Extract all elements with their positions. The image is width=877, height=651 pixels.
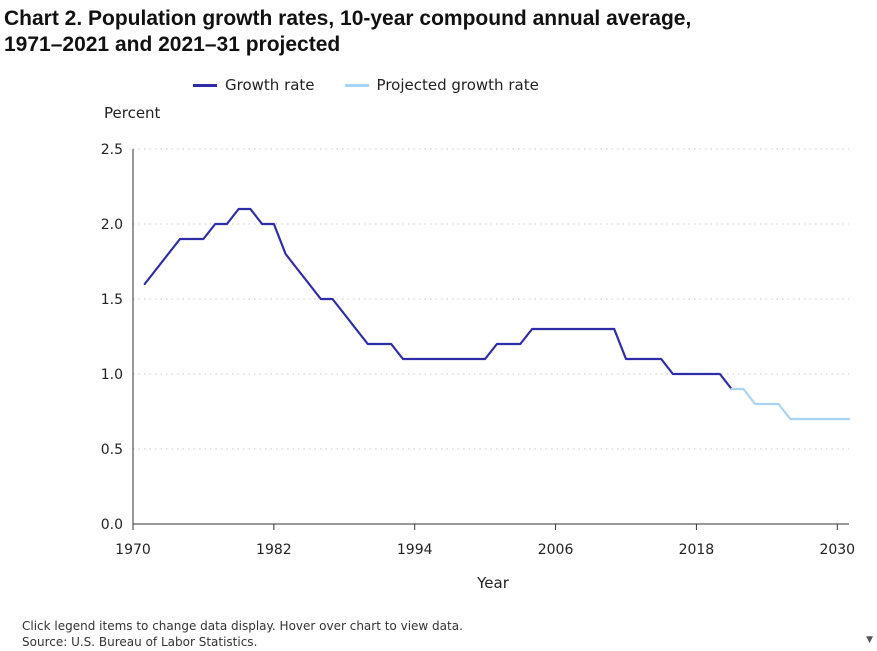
growth-rate-point[interactable]	[342, 312, 347, 317]
growth-rate-point[interactable]	[271, 222, 276, 227]
footnote-source: Source: U.S. Bureau of Labor Statistics.	[22, 635, 258, 649]
x-tick-label: 2006	[538, 542, 574, 558]
growth-rate-point[interactable]	[694, 372, 699, 377]
chart-title: Chart 2. Population growth rates, 10-yea…	[4, 6, 864, 58]
growth-rate-point[interactable]	[577, 327, 582, 332]
y-tick-label: 1.5	[101, 292, 123, 308]
growth-rate-point[interactable]	[189, 237, 194, 242]
growth-rate-point[interactable]	[166, 252, 171, 257]
x-axis-label: Year	[476, 574, 510, 592]
growth-rate-point[interactable]	[236, 207, 241, 212]
growth-rate-point[interactable]	[213, 222, 218, 227]
growth-rate-point[interactable]	[518, 342, 523, 347]
chart-title-line1: Chart 2. Population growth rates, 10-yea…	[4, 7, 692, 30]
axes	[132, 149, 849, 525]
projected-growth-rate-point[interactable]	[811, 417, 816, 422]
growth-rate-point[interactable]	[600, 327, 605, 332]
projected-growth-rate-point[interactable]	[753, 402, 758, 407]
growth-rate-point[interactable]	[354, 327, 359, 332]
chart-legend: Growth rate Projected growth rate	[193, 76, 539, 94]
corner-arrow-icon: ▼	[866, 635, 873, 645]
growth-rate-point[interactable]	[389, 342, 394, 347]
growth-rate-point[interactable]	[400, 357, 405, 362]
growth-rate-point[interactable]	[541, 327, 546, 332]
growth-rate-point[interactable]	[647, 357, 652, 362]
growth-rate-point[interactable]	[330, 297, 335, 302]
x-tick-label: 1970	[115, 542, 151, 558]
projected-growth-rate-point[interactable]	[847, 417, 852, 422]
growth-rate-point[interactable]	[248, 207, 253, 212]
growth-rate-point[interactable]	[588, 327, 593, 332]
growth-rate-point[interactable]	[283, 252, 288, 257]
series-lines[interactable]	[142, 207, 851, 422]
growth-rate-point[interactable]	[506, 342, 511, 347]
x-tick-label: 2018	[679, 542, 715, 558]
projected-growth-rate-point[interactable]	[800, 417, 805, 422]
growth-rate-point[interactable]	[377, 342, 382, 347]
projected-growth-rate-point[interactable]	[788, 417, 793, 422]
growth-rate-point[interactable]	[447, 357, 452, 362]
growth-rate-point[interactable]	[260, 222, 265, 227]
x-tick-label: 1982	[256, 542, 292, 558]
y-tick-label: 2.0	[101, 217, 123, 233]
growth-rate-point[interactable]	[365, 342, 370, 347]
growth-rate-point[interactable]	[471, 357, 476, 362]
growth-rate-point[interactable]	[565, 327, 570, 332]
growth-rate-point[interactable]	[717, 372, 722, 377]
y-tick-label: 1.0	[101, 367, 123, 383]
y-axis-ticks: 0.0 0.5 1.0 1.5 2.0 2.5	[101, 142, 123, 533]
x-tick-label: 2030	[819, 542, 855, 558]
growth-rate-point[interactable]	[659, 357, 664, 362]
growth-rate-point[interactable]	[307, 282, 312, 287]
growth-rate-point[interactable]	[295, 267, 300, 272]
projected-growth-rate-point[interactable]	[776, 402, 781, 407]
projected-growth-rate-point[interactable]	[835, 417, 840, 422]
chart-title-line2: 1971–2021 and 2021–31 projected	[4, 33, 341, 56]
footnote: Click legend items to change data displa…	[22, 618, 463, 650]
legend-label-projected-growth-rate: Projected growth rate	[376, 76, 539, 94]
footnote-instructions: Click legend items to change data displa…	[22, 619, 463, 633]
y-tick-label: 2.5	[101, 142, 123, 158]
growth-rate-point[interactable]	[682, 372, 687, 377]
growth-rate-point[interactable]	[623, 357, 628, 362]
growth-rate-point[interactable]	[224, 222, 229, 227]
growth-rate-point[interactable]	[142, 282, 147, 287]
legend-swatch-projected-growth-rate	[344, 83, 369, 87]
projected-growth-rate-point[interactable]	[764, 402, 769, 407]
growth-rate-point[interactable]	[177, 237, 182, 242]
growth-rate-point[interactable]	[459, 357, 464, 362]
projected-growth-rate-point[interactable]	[741, 387, 746, 392]
growth-rate-point[interactable]	[436, 357, 441, 362]
x-tick-label: 1994	[397, 542, 433, 558]
growth-rate-point[interactable]	[318, 297, 323, 302]
growth-rate-point[interactable]	[154, 267, 159, 272]
growth-rate-point[interactable]	[424, 357, 429, 362]
legend-swatch-growth-rate	[193, 83, 217, 87]
legend-item-growth-rate[interactable]: Growth rate	[193, 76, 315, 94]
growth-rate-point[interactable]	[483, 357, 488, 362]
growth-rate-point[interactable]	[706, 372, 711, 377]
growth-rate-point[interactable]	[530, 327, 535, 332]
growth-rate-point[interactable]	[201, 237, 206, 242]
growth-rate-line[interactable]	[143, 207, 733, 391]
growth-rate-point[interactable]	[612, 327, 617, 332]
growth-rate-point[interactable]	[553, 327, 558, 332]
growth-rate-point[interactable]	[635, 357, 640, 362]
grid-lines	[133, 148, 849, 450]
growth-rate-point[interactable]	[494, 342, 499, 347]
growth-rate-point[interactable]	[412, 357, 417, 362]
x-axis-ticks: 1970 1982 1994 2006 2018 2030	[115, 524, 855, 558]
projected-growth-rate-line[interactable]	[730, 387, 851, 421]
y-tick-label: 0.5	[101, 442, 123, 458]
y-tick-label: 0.0	[101, 517, 123, 533]
legend-item-projected-growth-rate[interactable]: Projected growth rate	[344, 76, 539, 94]
legend-label-growth-rate: Growth rate	[225, 76, 315, 94]
projected-growth-rate-point[interactable]	[729, 387, 734, 392]
projected-growth-rate-point[interactable]	[823, 417, 828, 422]
y-axis-label: Percent	[104, 104, 161, 122]
growth-rate-point[interactable]	[670, 372, 675, 377]
